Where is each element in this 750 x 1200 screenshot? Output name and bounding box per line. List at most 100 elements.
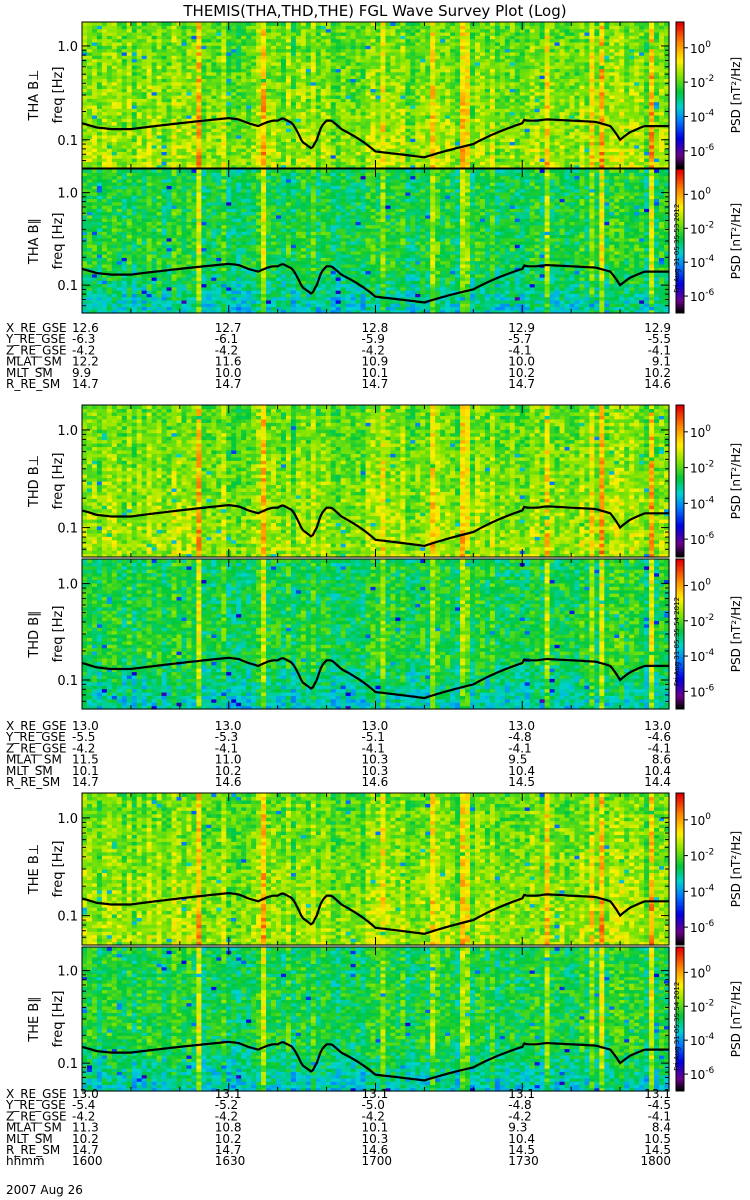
ephemeris-value: 10.1 <box>362 366 389 380</box>
colorbar-tick-label: 100 <box>690 964 711 980</box>
ephemeris-value: 10.0 <box>215 366 242 380</box>
ephemeris-label: MLT_SM <box>6 1132 53 1146</box>
ephemeris-value: 14.7 <box>362 377 389 391</box>
spectrogram-cells <box>82 405 670 558</box>
ephemeris-value: -4.8 <box>508 1098 531 1112</box>
ephemeris-value: -4.2 <box>215 1109 238 1123</box>
panel-label: THA B∥ <box>27 218 42 265</box>
colorbar-tick-label: 10-4 <box>690 495 715 511</box>
colorbar-tick-label: 100 <box>690 186 711 202</box>
y-tick-label: 0.1 <box>57 279 78 294</box>
ephemeris-value: 14.6 <box>362 775 389 789</box>
ephemeris-label: hhmm <box>6 1154 45 1168</box>
ephemeris-value: 10.8 <box>215 1121 242 1135</box>
ephemeris-value: -5.5 <box>72 730 95 744</box>
figure-title: THEMIS(THA,THD,THE) FGL Wave Survey Plot… <box>182 2 566 20</box>
ephemeris-value: 10.4 <box>644 764 671 778</box>
colorbar-tick-label: 10-6 <box>690 143 715 159</box>
gyrofrequency-line <box>81 1040 669 1082</box>
y-axis-label: freq [Hz] <box>51 991 66 1048</box>
y-tick-label: 1.0 <box>57 424 78 439</box>
ephemeris-value: 14.6 <box>644 377 671 391</box>
ephemeris-value: 14.7 <box>215 377 242 391</box>
panel-label: THE B⊥ <box>27 844 42 895</box>
ephemeris-value: 14.7 <box>72 775 99 789</box>
colorbar-tick-label: 10-6 <box>690 288 715 304</box>
y-tick-label: 0.1 <box>57 910 78 925</box>
ephemeris-value: -5.0 <box>362 1098 385 1112</box>
colorbar: 100 10-2 10-4 10-6 PSD [nT²/Hz] <box>675 946 743 1092</box>
colorbar-tick-label: 100 <box>690 577 711 593</box>
ephemeris-value: 10.2 <box>215 764 242 778</box>
spectrogram-cells <box>82 947 670 1092</box>
ephemeris-label: MLAT_SM <box>6 355 62 369</box>
ephemeris-table-tha: X_RE_GSE 12.6 12.7 12.8 12.9 12.9 Y_RE_GSE -6.3… <box>5 321 671 391</box>
y-axis-label: freq [Hz] <box>51 453 66 510</box>
ephemeris-label: Y_RE_GSE <box>5 730 66 744</box>
ephemeris-label: Y_RE_GSE <box>5 1098 66 1112</box>
ephemeris-label: Y_RE_GSE <box>5 332 66 346</box>
run-timestamp: Fri Aug 31 05:35:53 2012 <box>673 204 681 293</box>
ephemeris-value: 10.2 <box>644 366 671 380</box>
colorbar-tick-label: 10-4 <box>690 648 715 664</box>
spectrogram-panel-3: 1.0 0.1 THD B⊥ freq [Hz] 100 10-2 10-4 10-6 PSD … <box>27 404 743 558</box>
ephemeris-value: 8.6 <box>652 753 671 767</box>
spectrogram-cells <box>82 559 670 710</box>
ephemeris-label: MLAT_SM <box>6 753 62 767</box>
ephemeris-value: -4.1 <box>648 343 671 357</box>
ephemeris-value: 10.0 <box>508 355 535 369</box>
ephemeris-value: 10.3 <box>362 764 389 778</box>
ephemeris-value: 13.1 <box>508 1087 535 1101</box>
ephemeris-label: Z_RE_GSE <box>6 343 67 357</box>
ephemeris-label: R_RE_SM <box>6 377 60 391</box>
ephemeris-value: -5.7 <box>508 332 531 346</box>
ephemeris-value: 10.1 <box>362 1121 389 1135</box>
ephemeris-value: -4.1 <box>362 741 385 755</box>
ephemeris-label: Z_RE_GSE <box>6 741 67 755</box>
ephemeris-value: 14.7 <box>72 377 99 391</box>
ephemeris-value: -4.1 <box>508 343 531 357</box>
colorbar-tick-label: 10-4 <box>690 1032 715 1048</box>
panel-label: THD B∥ <box>27 610 42 658</box>
ephemeris-label: X_RE_GSE <box>6 719 67 733</box>
spectrogram-panel-4: 1.0 0.1 THD B∥ freq [Hz] 100 10-2 10-4 10-6 PSD … <box>27 558 743 710</box>
ephemeris-value: -4.2 <box>72 1109 95 1123</box>
gyrofrequency-line <box>81 116 669 159</box>
spectrogram-cells <box>82 169 670 314</box>
ephemeris-value: 14.6 <box>362 1143 389 1157</box>
colorbar-title: PSD [nT²/Hz] <box>729 57 743 133</box>
colorbar-tick-label: 100 <box>690 40 711 56</box>
ephemeris-label: X_RE_GSE <box>6 321 67 335</box>
ephemeris-table-the: X_RE_GSE 13.0 13.1 13.1 13.1 13.1 Y_RE_GSE -5.4… <box>5 1087 671 1168</box>
ephemeris-value: 1700 <box>362 1154 393 1168</box>
run-timestamp: Fri Aug 31 05:35:54 2012 <box>673 982 681 1071</box>
colorbar-tick-label: 10-4 <box>690 883 715 899</box>
panel-label: THA B⊥ <box>27 70 42 122</box>
ephemeris-value: 14.7 <box>72 1143 99 1157</box>
ephemeris-value: 14.7 <box>215 1143 242 1157</box>
y-tick-label: 1.0 <box>57 578 78 593</box>
gyrofrequency-line <box>81 656 669 700</box>
y-tick-label: 0.1 <box>57 134 78 149</box>
panel-label: THD B⊥ <box>27 455 42 508</box>
ephemeris-value: 13.0 <box>72 719 99 733</box>
colorbar-tick-label: 10-2 <box>690 220 714 236</box>
run-timestamp: Fri Aug 31 05:35:54 2012 <box>673 597 681 686</box>
ephemeris-value: -4.2 <box>72 343 95 357</box>
colorbar-title: PSD [nT²/Hz] <box>729 596 743 672</box>
colorbar: 100 10-2 10-4 10-6 PSD [nT²/Hz] <box>675 168 743 314</box>
ephemeris-label: X_RE_GSE <box>6 1087 67 1101</box>
ephemeris-label: MLT_SM <box>6 764 53 778</box>
colorbar: 100 10-2 10-4 10-6 PSD [nT²/Hz] <box>675 558 743 710</box>
ephemeris-value: 12.2 <box>72 355 99 369</box>
ephemeris-value: -4.1 <box>508 741 531 755</box>
gyrofrequency-line <box>81 503 669 548</box>
ephemeris-label: R_RE_SM <box>6 1143 60 1157</box>
ephemeris-value: -5.3 <box>215 730 238 744</box>
ephemeris-value: -4.1 <box>648 741 671 755</box>
colorbar-tick-label: 10-6 <box>690 919 715 935</box>
colorbar-tick-label: 10-2 <box>690 74 714 90</box>
ephemeris-table-thd: X_RE_GSE 13.0 13.0 13.0 13.0 13.0 Y_RE_GSE -5.5… <box>5 719 671 789</box>
ephemeris-value: -4.5 <box>648 1098 671 1112</box>
